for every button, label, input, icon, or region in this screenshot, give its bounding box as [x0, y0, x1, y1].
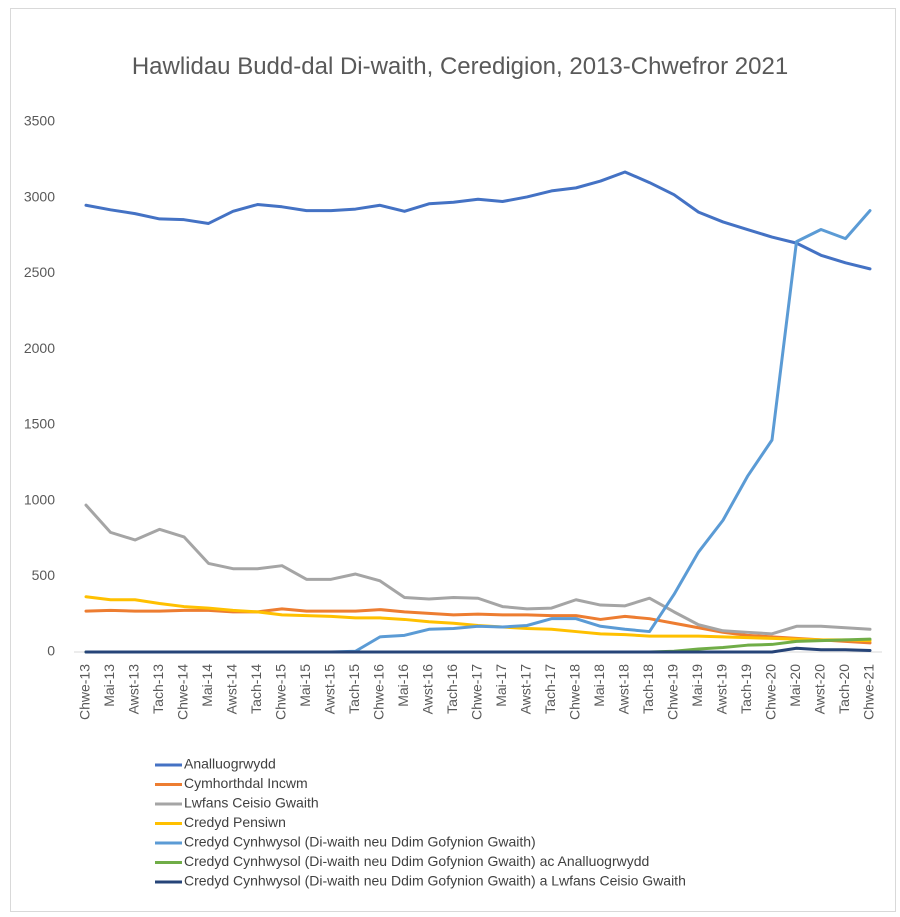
- x-tick-label: Chwe-14: [175, 664, 191, 720]
- x-tick-label: Awst-20: [812, 664, 828, 715]
- x-tick-label: Tach-13: [150, 664, 166, 714]
- series-line: [84, 503, 872, 636]
- x-tick-label: Chwe-17: [469, 664, 485, 720]
- x-tick-label: Tach-17: [542, 664, 558, 714]
- x-tick-label: Tach-16: [444, 664, 460, 714]
- x-tick-label: Awst-16: [420, 664, 436, 715]
- x-tick-label: Awst-15: [322, 664, 338, 715]
- y-tick-label: 0: [47, 643, 55, 659]
- x-tick-label: Chwe-13: [77, 664, 93, 720]
- x-tick-label: Tach-18: [640, 664, 656, 714]
- x-tick-label: Mai-19: [689, 664, 705, 707]
- x-tick-label: Chwe-21: [861, 664, 877, 720]
- series-line: [84, 646, 872, 654]
- x-tick-label: Tach-20: [836, 664, 852, 714]
- legend-label: Analluogrwydd: [184, 756, 276, 772]
- x-tick-label: Chwe-15: [273, 664, 289, 720]
- series-line: [84, 607, 872, 645]
- x-tick-label: Mai-13: [101, 664, 117, 707]
- x-tick-label: Awst-18: [616, 664, 632, 715]
- y-tick-label: 3000: [24, 188, 55, 204]
- series-line: [84, 637, 872, 654]
- x-tick-label: Awst-19: [714, 664, 730, 715]
- series-line: [84, 209, 872, 654]
- legend-label: Cymhorthdal Incwm: [184, 775, 308, 791]
- x-tick-label: Mai-15: [297, 664, 313, 707]
- chart-frame: [10, 8, 896, 912]
- legend-label: Credyd Cynhwysol (Di-waith neu Ddim Gofy…: [184, 873, 686, 889]
- y-tick-label: 500: [32, 567, 56, 583]
- x-tick-label: Tach-15: [346, 664, 362, 714]
- legend-label: Credyd Pensiwn: [184, 814, 286, 830]
- chart-title: Hawlidau Budd-dal Di-waith, Ceredigion, …: [131, 53, 789, 80]
- x-tick-label: Mai-16: [395, 664, 411, 707]
- legend-label: Credyd Cynhwysol (Di-waith neu Ddim Gofy…: [184, 834, 536, 850]
- x-tick-label: Mai-14: [199, 664, 215, 707]
- x-tick-label: Tach-19: [738, 664, 754, 714]
- x-tick-label: Mai-17: [493, 664, 509, 707]
- legend-label: Lwfans Ceisio Gwaith: [184, 795, 319, 811]
- series-line: [84, 170, 872, 271]
- legend-label: Credyd Cynhwysol (Di-waith neu Ddim Gofy…: [184, 853, 649, 869]
- x-tick-label: Chwe-20: [763, 664, 779, 720]
- y-tick-label: 1000: [24, 491, 55, 507]
- x-tick-label: Chwe-18: [567, 664, 583, 720]
- y-tick-label: 2500: [24, 264, 55, 280]
- x-tick-label: Mai-20: [787, 664, 803, 707]
- y-tick-label: 2000: [24, 340, 55, 356]
- x-tick-label: Awst-14: [224, 664, 240, 715]
- x-tick-label: Tach-14: [248, 664, 264, 714]
- x-tick-label: Chwe-16: [371, 664, 387, 720]
- x-tick-label: Awst-17: [518, 664, 534, 715]
- x-tick-label: Chwe-19: [665, 664, 681, 720]
- x-tick-label: Awst-13: [126, 664, 142, 715]
- y-tick-label: 1500: [24, 416, 55, 432]
- y-tick-label: 3500: [24, 113, 55, 129]
- x-tick-label: Mai-18: [591, 664, 607, 707]
